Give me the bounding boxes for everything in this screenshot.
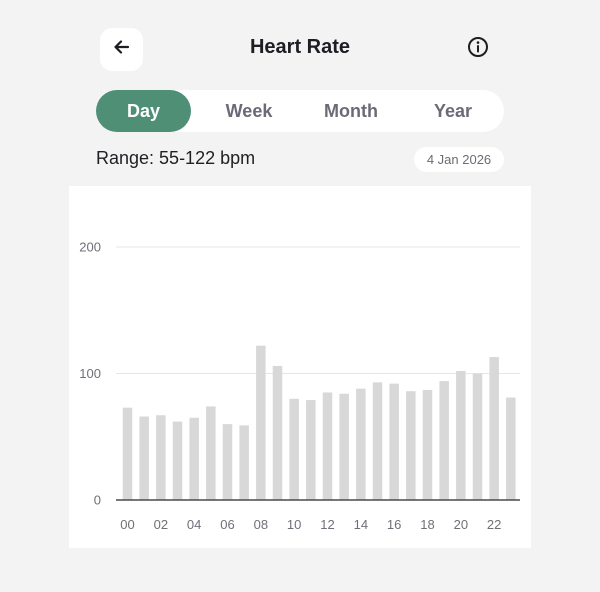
x-tick-label: 18	[420, 517, 434, 532]
info-icon	[467, 36, 489, 63]
x-tick-label: 02	[154, 517, 168, 532]
bar[interactable]	[139, 416, 149, 500]
bar[interactable]	[289, 398, 299, 500]
bar[interactable]	[489, 357, 499, 500]
info-button[interactable]	[466, 36, 490, 63]
x-tick-label: 20	[454, 517, 468, 532]
bar[interactable]	[239, 425, 249, 500]
bar[interactable]	[256, 345, 266, 500]
bar[interactable]	[222, 424, 233, 500]
x-tick-label: 08	[254, 517, 268, 532]
tab-day[interactable]: Day	[96, 90, 191, 132]
back-button[interactable]	[100, 28, 143, 71]
x-tick-label: 12	[320, 517, 334, 532]
x-tick-label: 04	[187, 517, 201, 532]
x-tick-label: 14	[354, 517, 368, 532]
y-tick-label: 0	[94, 493, 101, 508]
x-tick-label: 06	[220, 517, 234, 532]
heart-rate-chart: 0 100 200 00 02 04 06 08 10 12 14 16 18 20 22	[69, 186, 531, 548]
date-badge[interactable]: 4 Jan 2026	[414, 147, 504, 172]
bar[interactable]	[156, 415, 166, 500]
bar[interactable]	[356, 388, 366, 500]
arrow-left-icon	[112, 37, 132, 62]
bar[interactable]	[506, 397, 516, 500]
tab-month[interactable]: Month	[324, 101, 378, 121]
x-tick-label: 22	[487, 517, 501, 532]
y-tick-label: 200	[79, 240, 101, 255]
page-title: Heart Rate	[249, 36, 351, 58]
x-tick-label: 00	[120, 517, 134, 532]
app-header: Heart Rate	[0, 0, 600, 100]
x-tick-label: 16	[387, 517, 401, 532]
tab-week[interactable]: Week	[225, 101, 273, 121]
x-tick-label: 10	[287, 517, 301, 532]
y-tick-label: 100	[79, 366, 101, 381]
bar[interactable]	[206, 406, 216, 500]
heart-rate-range: Range: 55-122 bpm	[96, 148, 256, 168]
bar[interactable]	[456, 370, 466, 500]
bar[interactable]	[189, 417, 199, 500]
bar[interactable]	[406, 391, 416, 500]
bar[interactable]	[322, 392, 333, 500]
bar[interactable]	[422, 389, 433, 500]
bar[interactable]	[122, 407, 133, 500]
bar[interactable]	[389, 383, 399, 500]
chart-canvas: 0 100 200 00 02 04 06 08 10 12 14 16 18 20 22	[79, 240, 520, 532]
bar[interactable]	[372, 382, 383, 500]
bar[interactable]	[472, 373, 483, 501]
bar[interactable]	[306, 400, 316, 500]
bar[interactable]	[339, 393, 349, 500]
bar[interactable]	[172, 421, 183, 500]
tab-year[interactable]: Year	[433, 101, 473, 121]
bar[interactable]	[439, 381, 449, 500]
bar[interactable]	[272, 365, 283, 500]
period-segmented-control: Day Week Month Year	[96, 90, 504, 132]
